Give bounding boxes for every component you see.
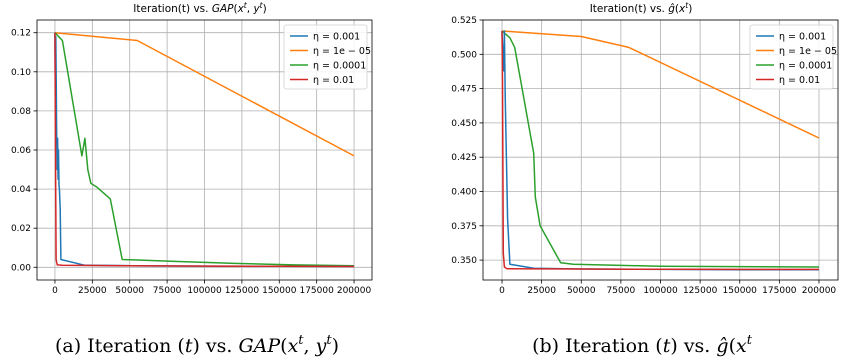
x-tick-label: 25000: [527, 286, 556, 296]
legend-label: η = 0.001: [313, 32, 360, 43]
legend-box: [283, 24, 368, 90]
caption-b: (b) Iteration (t) vs. ĝ(xt: [532, 333, 753, 357]
x-tick-label: 0: [499, 286, 505, 296]
series-line: [501, 30, 820, 271]
y-tick-label: 0.04: [11, 185, 31, 195]
legend-label: η = 0.01: [313, 75, 354, 86]
y-tick-label: 0.400: [451, 188, 477, 198]
x-tick-label: 200000: [802, 286, 837, 296]
x-tick-label: 75000: [607, 286, 636, 296]
series-line: [54, 31, 355, 157]
x-tick-label: 200000: [337, 286, 372, 296]
y-tick-label: 0.425: [451, 153, 477, 163]
legend-box: [749, 24, 834, 90]
series-line: [54, 32, 355, 267]
series-line: [501, 30, 820, 268]
x-tick-label: 125000: [683, 286, 718, 296]
y-tick-label: 0.02: [11, 224, 31, 234]
y-tick-label: 0.12: [11, 29, 31, 39]
series-line: [501, 30, 820, 139]
y-tick-label: 0.450: [451, 119, 477, 129]
y-tick-label: 0.06: [11, 146, 31, 156]
x-tick-label: 175000: [762, 286, 797, 296]
legend-label: η = 0.0001: [313, 61, 366, 72]
x-tick-label: 50000: [567, 286, 596, 296]
caption-a: (a) Iteration (t) vs. GAP(xt, yt): [55, 333, 339, 357]
y-tick-label: 0.10: [11, 68, 31, 78]
plot-frame: [36, 19, 373, 281]
x-tick-label: 100000: [187, 286, 222, 296]
x-tick-label: 0: [52, 286, 58, 296]
y-tick-label: 0.375: [451, 222, 477, 232]
x-tick-label: 100000: [643, 286, 678, 296]
y-tick-label: 0.475: [451, 85, 477, 95]
x-tick-label: 50000: [115, 286, 144, 296]
y-tick-label: 0.500: [451, 50, 477, 60]
legend-label: η = 0.0001: [779, 61, 832, 72]
x-tick-label: 175000: [299, 286, 334, 296]
legend: η = 0.001 η = 1e − 05 η = 0.0001 η = 0.01: [749, 24, 837, 90]
x-tick-label: 25000: [78, 286, 107, 296]
x-tick-label: 150000: [723, 286, 758, 296]
x-tick-label: 125000: [225, 286, 260, 296]
series-line: [54, 32, 355, 268]
plot-frame: [482, 19, 839, 281]
legend-label: η = 0.001: [779, 32, 826, 43]
chart-title: Iteration(t) vs. GAP(xt, yt): [133, 1, 266, 15]
x-tick-label: 75000: [153, 286, 182, 296]
chart-ghat: Iteration(t) vs. ĝ(xt) 0 25000 50000 75000 1…: [451, 1, 839, 296]
y-tick-label: 0.00: [11, 263, 31, 273]
legend-label: η = 1e − 05: [313, 46, 371, 57]
x-tick-label: 150000: [262, 286, 297, 296]
legend-label: η = 0.01: [779, 75, 820, 86]
y-tick-label: 0.350: [451, 256, 477, 266]
legend-label: η = 1e − 05: [779, 46, 837, 57]
legend: η = 0.001 η = 1e − 05 η = 0.0001 η = 0.01: [283, 24, 371, 90]
y-tick-label: 0.08: [11, 107, 31, 117]
y-tick-label: 0.525: [451, 16, 477, 26]
chart-gap: Iteration(t) vs. GAP(xt, yt) 0 25000 50000…: [11, 1, 373, 296]
chart-title: Iteration(t) vs. ĝ(xt): [590, 1, 693, 15]
